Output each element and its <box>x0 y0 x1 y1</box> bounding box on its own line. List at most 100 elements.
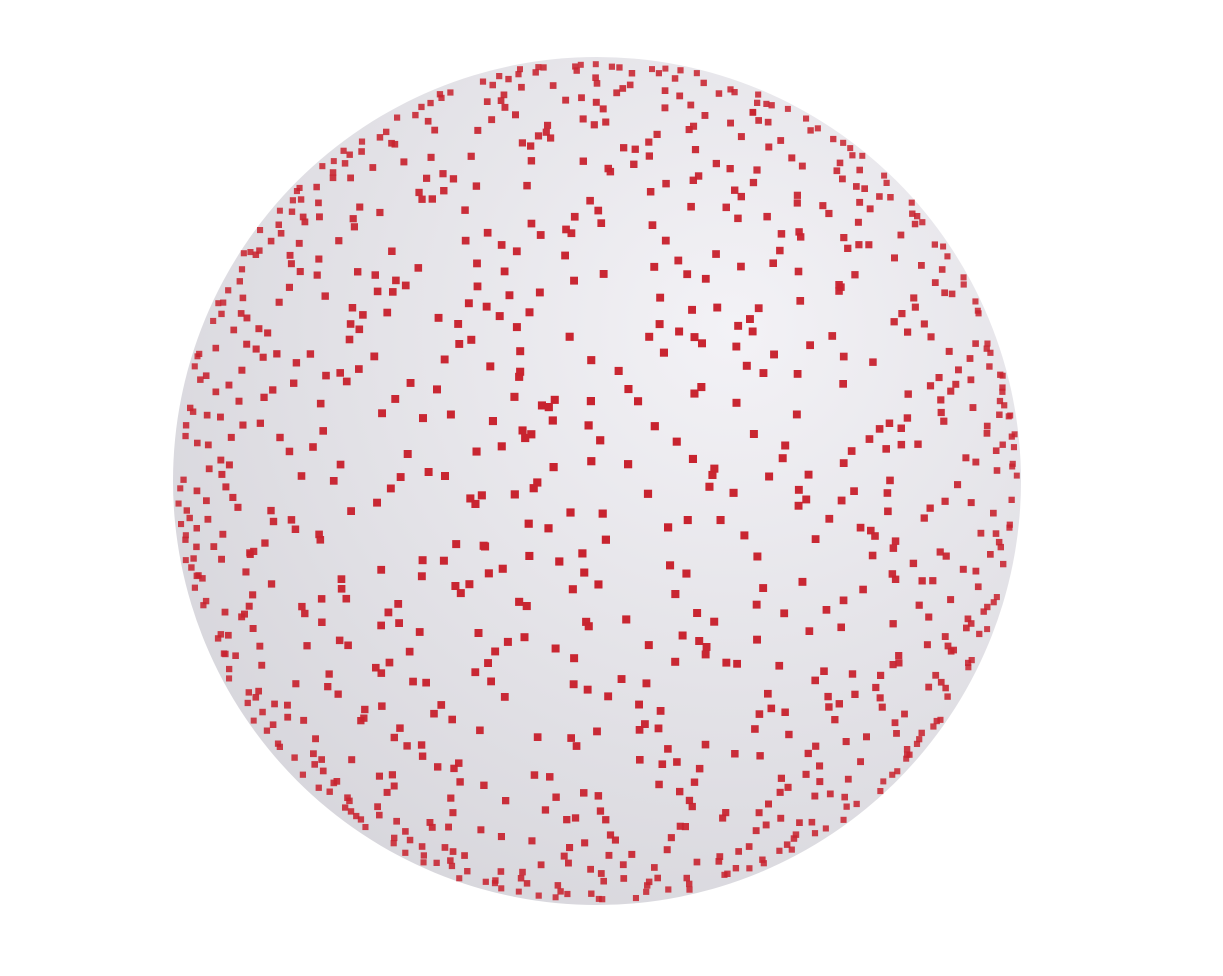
surface-point <box>258 661 266 669</box>
surface-point <box>357 816 365 823</box>
surface-point <box>651 864 658 871</box>
surface-point <box>816 762 824 770</box>
surface-point <box>341 160 349 167</box>
surface-point <box>428 823 436 831</box>
surface-point <box>210 543 218 550</box>
surface-point <box>889 544 898 552</box>
surface-point <box>329 477 338 485</box>
surface-point <box>648 221 657 229</box>
surface-point <box>436 91 444 98</box>
surface-point <box>189 408 197 415</box>
surface-point <box>925 613 933 621</box>
surface-point <box>284 713 292 721</box>
surface-point <box>203 411 211 419</box>
surface-point <box>383 308 392 317</box>
surface-point <box>383 788 391 796</box>
surface-point <box>676 92 684 100</box>
surface-point <box>299 213 307 221</box>
surface-point <box>392 276 400 285</box>
surface-point <box>923 641 931 649</box>
surface-point <box>369 164 377 171</box>
surface-point <box>388 247 396 255</box>
surface-point <box>931 241 938 248</box>
surface-point <box>256 247 263 254</box>
surface-point <box>394 600 403 608</box>
surface-point <box>598 509 607 518</box>
surface-point <box>936 548 944 556</box>
surface-point <box>182 432 189 440</box>
surface-point <box>418 843 426 850</box>
surface-point <box>335 636 344 645</box>
surface-point <box>661 236 670 245</box>
surface-point <box>645 332 654 341</box>
surface-point <box>569 680 578 689</box>
surface-point <box>993 467 1001 474</box>
surface-point <box>474 629 483 637</box>
surface-point <box>551 644 560 653</box>
surface-point <box>691 146 700 154</box>
surface-point <box>672 437 681 446</box>
surface-point <box>794 501 803 510</box>
surface-point <box>528 837 536 845</box>
surface-point <box>345 335 354 344</box>
surface-point <box>826 790 834 798</box>
surface-point <box>721 871 728 878</box>
surface-point <box>776 788 784 796</box>
surface-point <box>763 100 770 107</box>
surface-point <box>947 596 955 604</box>
surface-point <box>984 340 991 347</box>
surface-point <box>751 725 759 733</box>
surface-point <box>549 82 557 89</box>
surface-point <box>450 764 458 773</box>
surface-point <box>863 733 870 741</box>
surface-point <box>473 259 481 268</box>
surface-point <box>965 664 972 671</box>
surface-point <box>964 615 972 623</box>
surface-point <box>447 794 455 802</box>
surface-point <box>346 151 353 158</box>
surface-point <box>587 356 596 365</box>
surface-point <box>716 516 725 525</box>
surface-point <box>593 727 601 736</box>
surface-point <box>203 497 210 505</box>
surface-point <box>987 349 994 356</box>
surface-point <box>904 328 912 336</box>
surface-point <box>437 701 446 709</box>
surface-point <box>420 859 427 866</box>
surface-point <box>600 877 607 885</box>
surface-point <box>997 543 1004 551</box>
surface-point <box>658 760 667 768</box>
surface-point <box>433 859 440 866</box>
surface-point <box>571 814 580 822</box>
surface-point <box>238 366 246 374</box>
surface-point <box>222 483 230 491</box>
surface-point <box>628 70 636 77</box>
surface-point <box>611 836 619 844</box>
surface-point <box>914 213 921 220</box>
surface-point <box>234 503 242 511</box>
surface-point <box>755 117 762 124</box>
surface-point <box>452 540 461 549</box>
surface-point <box>497 241 506 249</box>
surface-point <box>525 308 534 317</box>
surface-point <box>701 650 710 659</box>
surface-point <box>616 64 623 71</box>
surface-point <box>497 868 505 875</box>
surface-point <box>811 830 819 837</box>
surface-point <box>963 624 970 632</box>
surface-point <box>373 287 382 296</box>
surface-point <box>403 742 411 750</box>
surface-point <box>749 178 758 187</box>
surface-point <box>567 734 575 742</box>
surface-point <box>620 875 628 882</box>
surface-point <box>825 514 834 523</box>
surface-point <box>992 530 1000 537</box>
surface-point <box>655 320 664 329</box>
surface-point <box>350 223 358 231</box>
surface-point <box>297 472 306 480</box>
surface-point <box>996 397 1004 405</box>
surface-point <box>440 187 448 195</box>
surface-point <box>790 835 798 842</box>
surface-point <box>888 570 897 578</box>
surface-point <box>340 147 347 154</box>
